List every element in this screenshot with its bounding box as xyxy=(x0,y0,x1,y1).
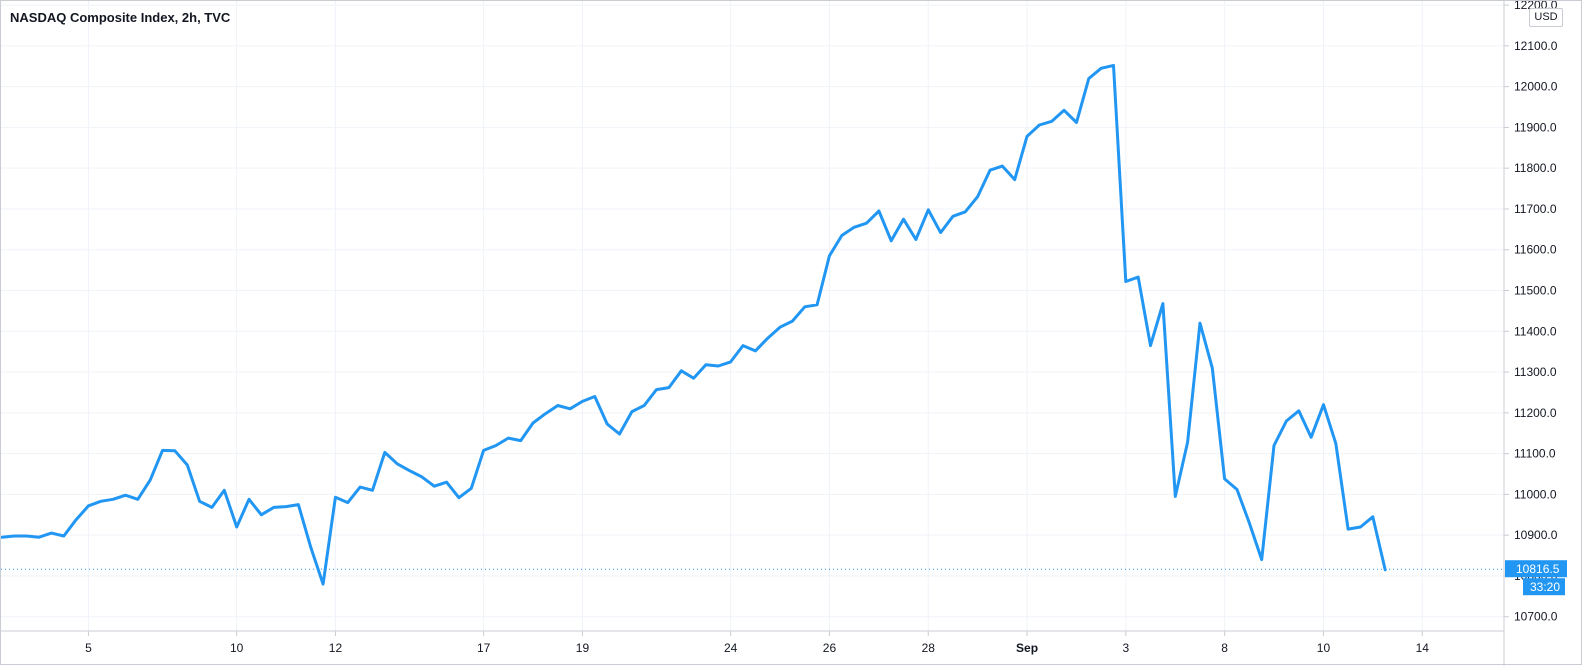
countdown-badge xyxy=(1523,578,1565,596)
chart-title: NASDAQ Composite Index, 2h, TVC xyxy=(10,10,231,25)
tick-label-x: 26 xyxy=(823,641,837,655)
tick-label-x: 24 xyxy=(724,641,738,655)
tick-label-x: 19 xyxy=(576,641,590,655)
series-line xyxy=(1,63,1387,586)
tick-label-x: 28 xyxy=(922,641,936,655)
tick-label-y: 10900.0 xyxy=(1514,528,1558,542)
tick-label-y: 11500.0 xyxy=(1514,284,1557,298)
tick-label-y: 11400.0 xyxy=(1514,324,1557,338)
tick-label-y: 11200.0 xyxy=(1514,406,1557,420)
tick-label-x: 14 xyxy=(1416,641,1430,655)
tick-label-y: 11800.0 xyxy=(1514,161,1557,175)
tick-label-y: 11300.0 xyxy=(1514,365,1557,379)
countdown-label: 33:20 xyxy=(1530,580,1560,594)
tick-label-x: 17 xyxy=(477,641,491,655)
tick-label-y: 11600.0 xyxy=(1514,243,1557,257)
tick-label-y: 11700.0 xyxy=(1514,202,1557,216)
tick-label-y: 10700.0 xyxy=(1514,610,1558,624)
tick-label-y: 12100.0 xyxy=(1514,39,1558,53)
tick-label-y: 11100.0 xyxy=(1514,447,1556,461)
tick-label-x: 3 xyxy=(1123,641,1130,655)
tick-label-x: 10 xyxy=(1317,641,1331,655)
tick-label-y: 12200.0 xyxy=(1514,1,1558,12)
series-layer xyxy=(1,63,1504,586)
tick-label-x: Sep xyxy=(1016,641,1038,655)
tick-label-x: 10 xyxy=(230,641,244,655)
tick-label-y: 12000.0 xyxy=(1514,80,1558,94)
tick-label-x: 5 xyxy=(85,641,92,655)
tick-label-x: 8 xyxy=(1221,641,1228,655)
tick-label-y: 11900.0 xyxy=(1514,120,1557,134)
tick-label-y: 11000.0 xyxy=(1514,487,1557,501)
last-price-badge xyxy=(1505,560,1567,578)
last-price-label: 10816.5 xyxy=(1516,562,1560,576)
grid-layer xyxy=(1,1,1504,631)
currency-button[interactable]: USD xyxy=(1529,8,1563,27)
tick-label-x: 12 xyxy=(329,641,343,655)
